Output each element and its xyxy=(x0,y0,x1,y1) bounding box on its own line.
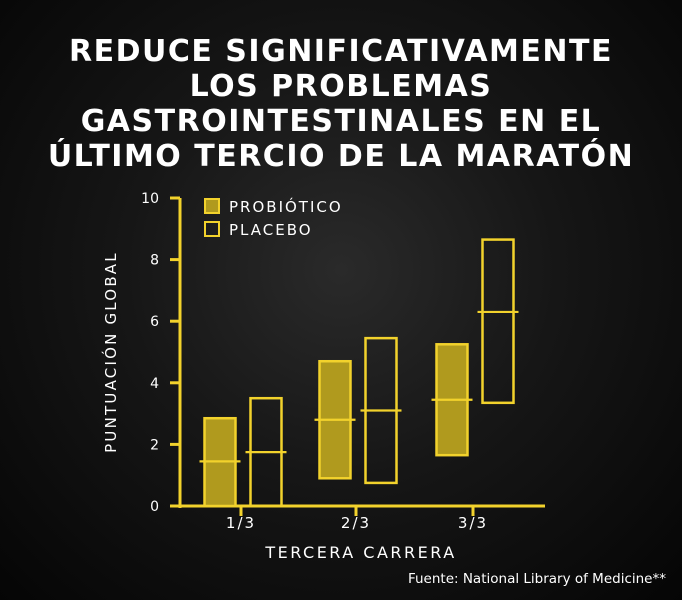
legend-label: PLACEBO xyxy=(229,221,313,239)
title-line-3: GASTROINTESTINALES EN EL xyxy=(80,104,602,139)
placebo-box xyxy=(481,238,515,405)
title-line-1: REDUCE SIGNIFICATIVAMENTE xyxy=(69,34,613,69)
chart-title: REDUCE SIGNIFICATIVAMENTE LOS PROBLEMAS … xyxy=(0,34,682,174)
y-tick-label: 10 xyxy=(141,191,159,207)
source-note: Fuente: National Library of Medicine** xyxy=(407,571,666,587)
legend-swatch-placebo xyxy=(204,221,220,237)
y-tick-label: 0 xyxy=(150,499,159,515)
x-tick-label: 2/3 xyxy=(341,514,371,532)
y-tick-label: 8 xyxy=(150,253,159,269)
x-tick-label: 3/3 xyxy=(458,514,488,532)
x-tick-label: 1/3 xyxy=(226,514,256,532)
legend-label: PROBIÓTICO xyxy=(229,197,343,216)
x-axis-title: TERCERA CARRERA xyxy=(264,543,456,562)
title-line-2: LOS PROBLEMAS xyxy=(189,69,493,104)
y-tick-label: 4 xyxy=(150,376,159,392)
y-tick-label: 2 xyxy=(150,437,159,453)
title-line-4: ÚLTIMO TERCIO DE LA MARATÓN xyxy=(47,139,635,174)
legend-swatch-probiotico xyxy=(204,198,220,214)
y-axis-title: PUNTUACIÓN GLOBAL xyxy=(101,251,120,453)
y-tick-label: 6 xyxy=(150,314,159,330)
